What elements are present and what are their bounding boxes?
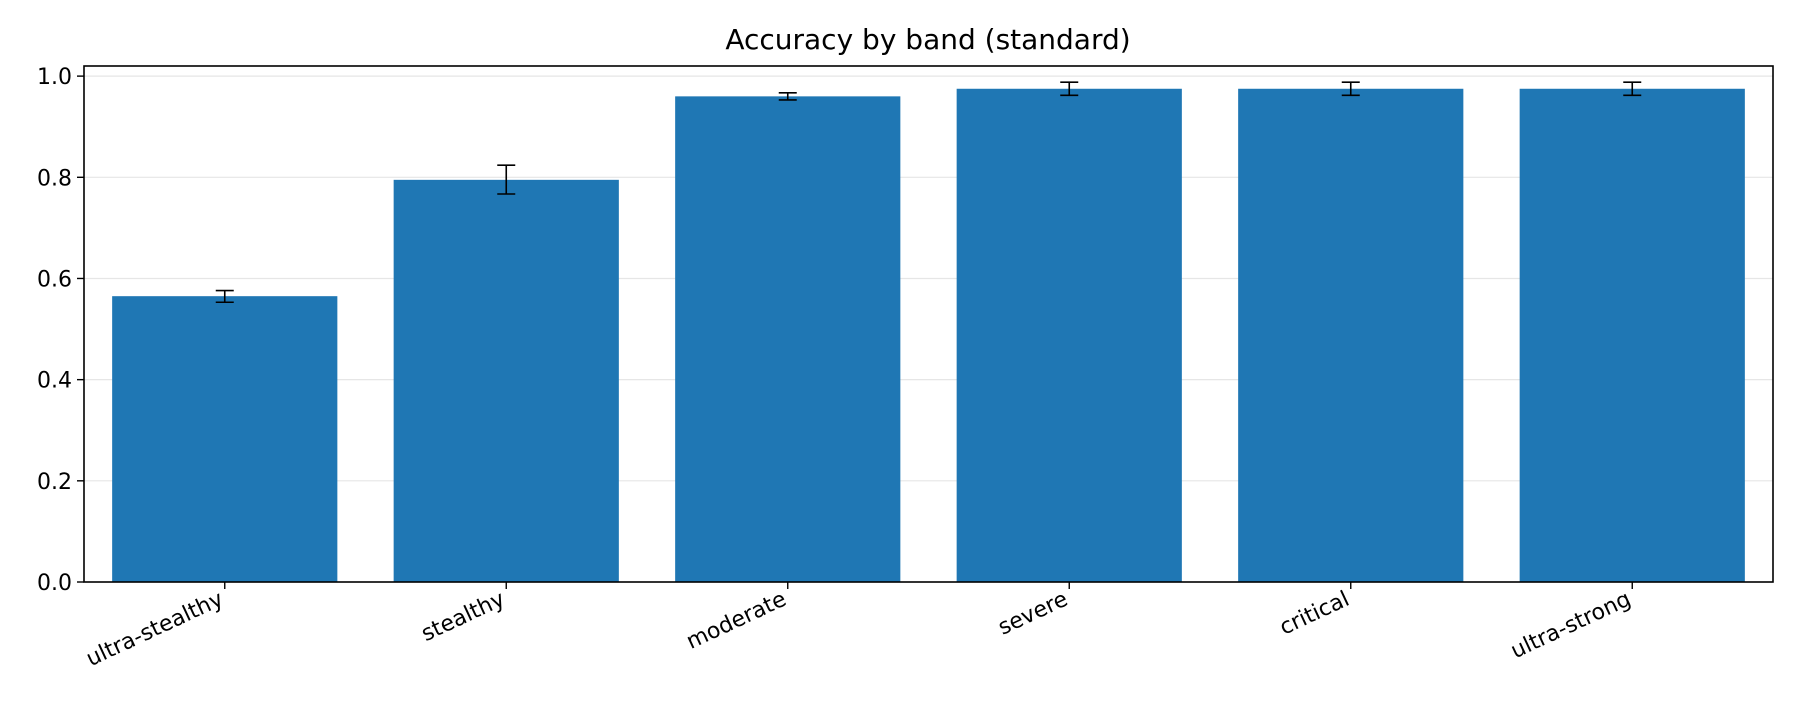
x-tick-label: stealthy: [418, 587, 509, 647]
bar-severe: [956, 88, 1182, 582]
y-tick-label: 0.2: [37, 470, 72, 495]
x-tick-label: moderate: [683, 587, 791, 655]
plot-frame: [83, 65, 1774, 583]
y-tick-label: 0.6: [37, 267, 72, 292]
bar-stealthy: [393, 179, 619, 582]
y-tick-label: 1.0: [37, 65, 72, 90]
bar-moderate: [675, 96, 901, 583]
y-tick-label: 0.8: [37, 166, 72, 191]
bar-ultra-strong: [1519, 88, 1745, 582]
x-tick-label: ultra-strong: [1507, 587, 1635, 664]
y-axis: 0.0 0.2 0.4 0.6 0.8 1.0: [37, 65, 84, 596]
bar-ultra-stealthy: [112, 296, 338, 582]
error-bar-moderate: [778, 92, 797, 101]
x-tick-label: critical: [1276, 587, 1353, 641]
y-tick-label: 0.0: [37, 571, 72, 596]
x-tick-label: ultra-stealthy: [83, 587, 228, 672]
chart-title: Accuracy by band (standard): [725, 23, 1130, 56]
error-bar-ultra-strong: [1623, 81, 1642, 97]
error-bar-ultra-stealthy: [215, 289, 234, 304]
y-tick-label: 0.4: [37, 369, 72, 394]
error-bar-critical: [1341, 81, 1360, 97]
bars: [112, 88, 1745, 583]
error-bar-stealthy: [497, 164, 516, 195]
x-axis: ultra-stealthy stealthy moderate severe crit…: [83, 582, 1635, 672]
error-bar-severe: [1060, 81, 1079, 97]
bar-critical: [1238, 88, 1464, 582]
error-bars: [215, 81, 1642, 304]
x-tick-label: severe: [994, 587, 1071, 641]
